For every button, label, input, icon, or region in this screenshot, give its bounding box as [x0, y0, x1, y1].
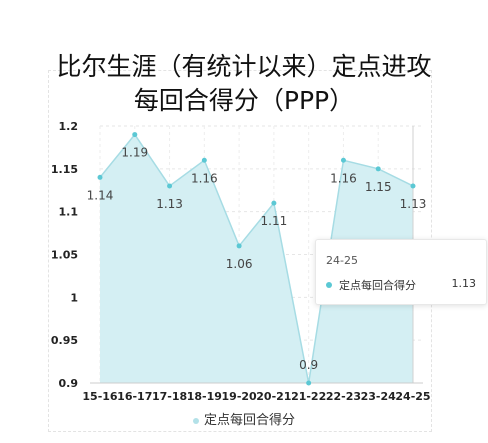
- chart-title-line2: 每回合得分（PPP）: [133, 86, 355, 115]
- x-tick-label: 20-21: [256, 390, 291, 403]
- y-tick-label: 1.2: [59, 120, 79, 133]
- x-tick-label: 16-17: [117, 390, 152, 403]
- y-tick-label: 1.05: [51, 249, 78, 262]
- y-tick-label: 1.15: [51, 163, 78, 176]
- y-tick-label: 0.95: [51, 334, 78, 347]
- data-point: [340, 157, 346, 163]
- tooltip-series-dot: [326, 282, 332, 288]
- tooltip: 24-25 定点每回合得分 1.13: [315, 239, 487, 305]
- data-point: [375, 166, 381, 172]
- tooltip-title: 24-25: [326, 254, 358, 267]
- x-tick-label: 23-24: [361, 390, 397, 403]
- legend[interactable]: 定点每回合得分: [0, 409, 488, 428]
- data-point: [132, 132, 138, 138]
- tooltip-value: 1.13: [451, 277, 477, 290]
- series-line: [99, 133, 414, 384]
- legend-label: 定点每回合得分: [203, 413, 295, 428]
- data-point: [306, 380, 312, 386]
- x-tick-label: 24-25: [395, 390, 430, 403]
- data-point: [167, 183, 173, 189]
- y-tick-label: 1.1: [59, 206, 79, 219]
- data-label: 1.13: [400, 197, 427, 211]
- data-label: 1.06: [226, 257, 253, 271]
- x-tick-label: 22-23: [326, 390, 361, 403]
- data-label: 1.19: [121, 146, 148, 160]
- data-label: 1.13: [156, 197, 183, 211]
- x-tick-label: 15-16: [82, 390, 118, 403]
- data-label: 0.9: [299, 358, 318, 372]
- y-tick-label: 0.9: [59, 377, 79, 390]
- data-label: 1.16: [330, 171, 357, 185]
- data-label: 1.15: [365, 180, 392, 194]
- x-tick-label: 17-18: [152, 390, 187, 403]
- data-point: [201, 157, 207, 163]
- x-tick-label: 18-19: [187, 390, 222, 403]
- tooltip-series-name: 定点每回合得分: [339, 279, 416, 292]
- x-tick-label: 21-22: [291, 390, 326, 403]
- data-label: 1.14: [87, 188, 114, 202]
- x-tick-label: 19-20: [222, 390, 258, 403]
- data-point: [97, 174, 103, 180]
- data-point: [236, 243, 242, 249]
- data-point: [410, 183, 416, 189]
- data-label: 1.16: [191, 171, 218, 185]
- data-label: 1.11: [261, 214, 288, 228]
- chart-title-line1: 比尔生涯（有统计以来）定点进攻: [56, 52, 432, 81]
- legend-marker: [192, 417, 199, 424]
- series-area: [100, 134, 413, 383]
- y-tick-label: 1: [70, 291, 78, 304]
- data-point: [271, 200, 277, 206]
